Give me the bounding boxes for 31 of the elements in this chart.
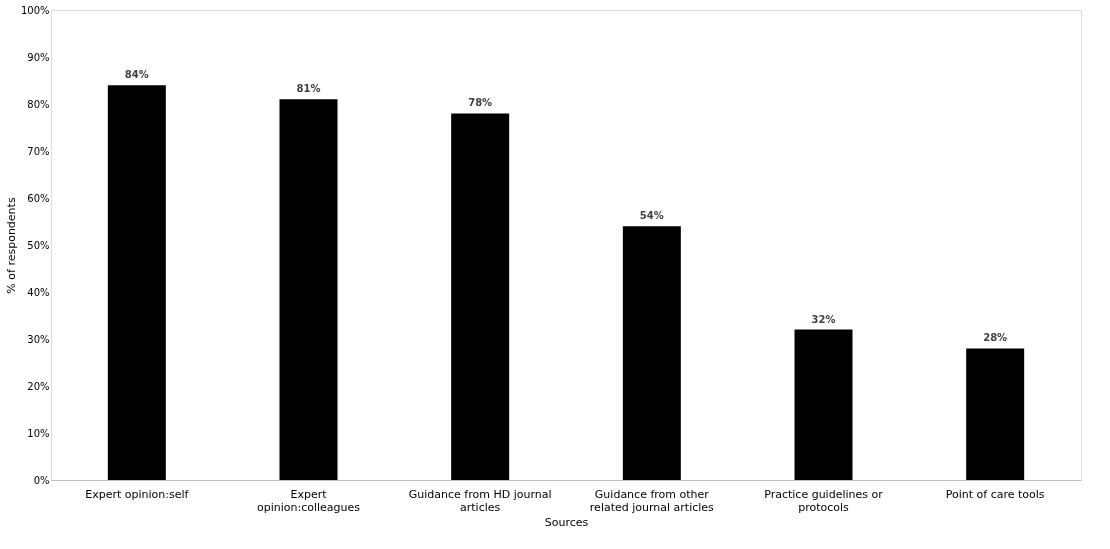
bar: [622, 226, 681, 480]
y-tick-label: 50%: [27, 239, 50, 251]
y-tick-label: 80%: [27, 98, 50, 110]
y-tick-label: 20%: [27, 380, 50, 392]
data-label: 54%: [639, 210, 664, 222]
bar: [107, 85, 166, 480]
x-tick-label: Expert opinion:colleagues: [256, 487, 361, 514]
y-tick-label: 30%: [27, 333, 50, 345]
data-label: 78%: [468, 97, 493, 109]
x-tick-label: Guidance from other related journal articles: [589, 487, 715, 514]
bar: [451, 113, 510, 480]
data-label: 84%: [124, 69, 149, 81]
x-axis-title: Sources: [544, 515, 589, 529]
y-tick-label: 60%: [27, 192, 50, 204]
y-tick-label: 10%: [27, 427, 50, 439]
bar: [794, 329, 853, 480]
data-label: 28%: [983, 332, 1008, 344]
x-tick-label: Practice guidelines or protocols: [764, 487, 884, 514]
y-axis-title: % of respondents: [4, 197, 18, 294]
data-label: 81%: [296, 83, 321, 95]
x-tick-label: Point of care tools: [945, 487, 1045, 501]
y-tick-label: 40%: [27, 286, 50, 298]
y-tick-label: 100%: [20, 4, 50, 16]
x-tick-label: Expert opinion:self: [85, 487, 190, 501]
bar: [966, 348, 1025, 480]
y-tick-label: 90%: [27, 51, 50, 63]
x-tick-label: Guidance from HD journal articles: [408, 487, 552, 514]
y-tick-label: 0%: [33, 474, 50, 486]
data-label: 32%: [811, 313, 836, 325]
bar: [279, 99, 338, 480]
y-tick-label: 70%: [27, 145, 50, 157]
